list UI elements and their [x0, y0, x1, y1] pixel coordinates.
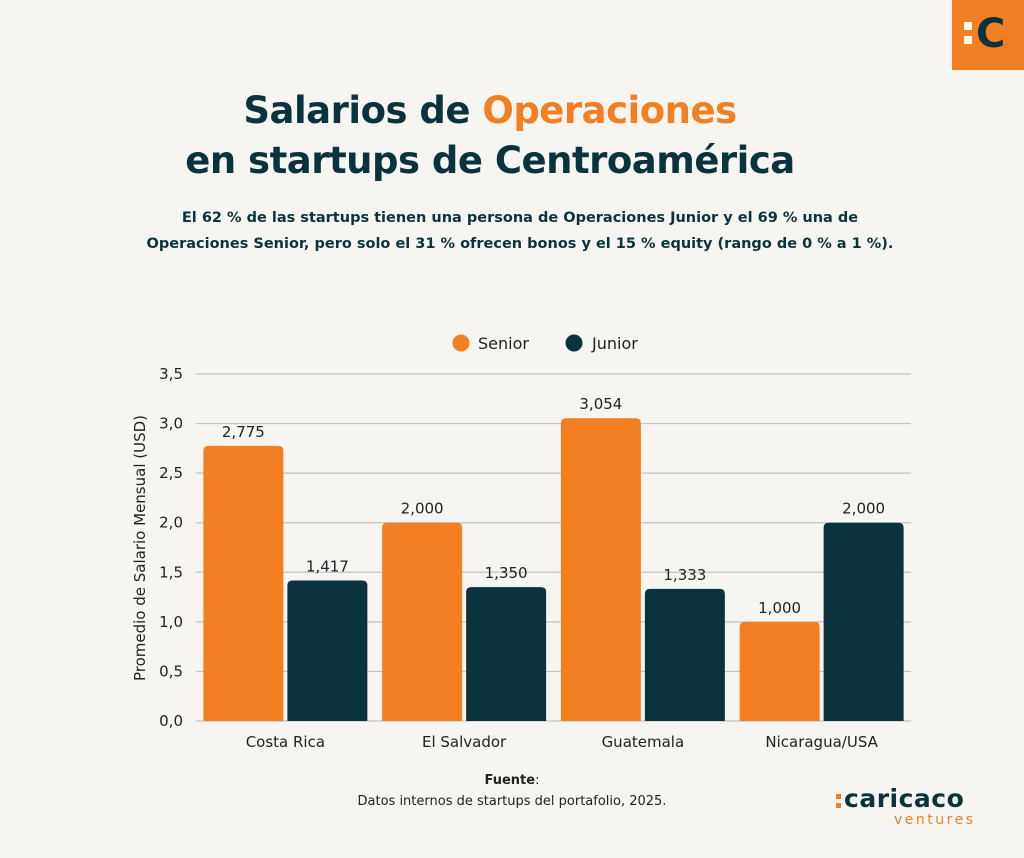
legend-marker-junior	[565, 334, 583, 352]
bar-junior	[823, 522, 904, 721]
brand-name: caricaco	[844, 784, 965, 813]
data-label: 2,775	[222, 423, 265, 441]
x-tick-label: Nicaragua/USA	[765, 733, 878, 751]
legend-marker-senior	[452, 334, 470, 352]
data-label: 2,000	[842, 500, 885, 518]
bar-junior	[287, 580, 368, 721]
subtitle-line1: El 62 % de las startups tienen una perso…	[181, 210, 859, 226]
data-label: 1,000	[758, 599, 801, 617]
source-label: Fuente	[484, 773, 536, 788]
data-label: 3,054	[579, 395, 622, 413]
x-tick-label: El Salvador	[422, 733, 507, 751]
bar-senior	[560, 418, 641, 721]
title-accent: Operaciones	[482, 89, 737, 132]
logo-letter: C	[976, 11, 1006, 57]
source-note: Fuente: Datos internos de startups del p…	[357, 773, 667, 809]
y-tick-label: 2,0	[159, 514, 183, 532]
source-text: Datos internos de startups del portafoli…	[357, 794, 667, 809]
data-label: 2,000	[401, 500, 444, 518]
brand-dots-icon	[836, 794, 841, 812]
y-tick-label: 1,0	[159, 613, 183, 631]
title-part1: Salarios de	[243, 89, 483, 132]
brand-sub: ventures	[894, 812, 976, 828]
x-tick-label: Costa Rica	[246, 733, 325, 751]
y-tick-label: 2,5	[159, 464, 183, 482]
legend: Senior Junior	[452, 334, 638, 353]
subtitle: El 62 % de las startups tienen una perso…	[90, 205, 950, 257]
legend-label-junior: Junior	[591, 334, 638, 353]
title-line2: en startups de Centroamérica	[185, 139, 795, 182]
y-axis-label: Promedio de Salario Mensual (USD)	[131, 415, 149, 681]
page-title: Salarios de Operaciones en startups de C…	[0, 86, 980, 186]
y-tick-label: 3,5	[159, 365, 183, 383]
data-label: 1,417	[306, 558, 349, 576]
logo-dots-icon	[964, 22, 972, 50]
subtitle-line2: Operaciones Senior, pero solo el 31 % of…	[146, 236, 894, 252]
logo-badge: C	[952, 0, 1024, 70]
bar-junior	[466, 587, 547, 721]
bar-senior	[739, 621, 820, 721]
y-tick-label: 1,5	[159, 563, 183, 581]
x-tick-label: Guatemala	[602, 733, 685, 751]
data-label: 1,350	[485, 564, 528, 582]
y-tick-label: 0,5	[159, 662, 183, 680]
y-tick-label: 0,0	[159, 712, 183, 730]
bar-senior	[203, 445, 284, 721]
data-label: 1,333	[663, 566, 706, 584]
y-tick-label: 3,0	[159, 415, 183, 433]
bar-junior	[644, 588, 725, 721]
legend-label-senior: Senior	[478, 334, 529, 353]
bar-senior	[382, 522, 463, 721]
